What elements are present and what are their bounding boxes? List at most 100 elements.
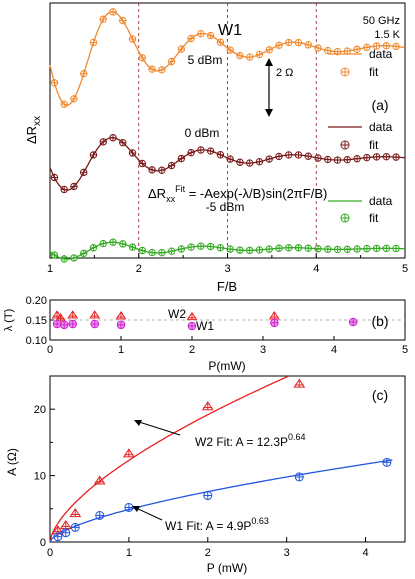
panel-c-xtick-label: 3 <box>284 547 290 559</box>
panel-b-point-w1 <box>90 319 100 329</box>
panel-a-data-point <box>245 246 254 255</box>
sample-label: W1 <box>218 22 242 39</box>
panel-b-xtick-label: 2 <box>189 344 195 356</box>
panel-a-xtick-label: 2 <box>136 263 142 275</box>
panel-c: 0 1 2 3 4 0 10 20 A (Ω) P (mW) (c) W2 Fit: A = … <box>5 375 406 575</box>
panel-c-point-w2 <box>93 475 106 485</box>
series-label-w1: W1 <box>196 319 214 333</box>
panel-c-point-w2 <box>59 519 72 530</box>
legend-fit-label: fit <box>369 211 379 225</box>
panel-a-xtick-label: 5 <box>402 263 408 275</box>
panel-a-data-point <box>119 16 127 25</box>
panel-a-data-point <box>372 153 381 161</box>
panel-a-data-point <box>216 38 225 46</box>
panel-a-data-point <box>167 161 176 170</box>
panel-a-legend: data fit data fit data fit <box>328 47 393 225</box>
panel-a-data-point <box>187 243 195 251</box>
panel-b: 0 1 2 3 4 5 0.10 0.15 0.20 λ (T) P(mW) (b) W2 W1 <box>3 295 408 373</box>
panel-a-data-point <box>372 244 381 253</box>
panel-a-data-point <box>148 65 156 73</box>
panel-a-data-point <box>89 38 98 47</box>
panel-a-data-point <box>265 46 273 54</box>
panel-b-xtick-label: 5 <box>402 344 408 356</box>
panel-c-ytick-label: 0 <box>40 537 46 549</box>
fit-label-w1-exponent: 0.63 <box>251 516 269 526</box>
panel-c-xtick-label: 0 <box>47 547 53 559</box>
panel-b-point-w1 <box>187 321 197 331</box>
panel-a-data-point <box>177 245 186 253</box>
panel-a-data-point <box>353 155 361 163</box>
panel-a-data-point <box>177 154 186 163</box>
panel-a-data-point <box>119 240 127 248</box>
panel-a-data-point <box>304 41 312 49</box>
power-label-5dbm: 5 dBm <box>188 53 223 67</box>
panel-a-data-point <box>392 153 400 161</box>
panel-b-point-w1 <box>68 319 78 329</box>
panel-a-data-point <box>294 151 303 159</box>
panel-a-data-point <box>314 154 322 162</box>
panel-a-data-point <box>245 53 254 61</box>
panel-a-data-point <box>148 248 156 257</box>
panel-a-data-point <box>50 251 59 259</box>
panel-b-point-w1 <box>52 319 62 329</box>
panel-a-data-point <box>236 158 244 166</box>
panel-a-data-point <box>392 244 400 253</box>
legend-data-label: data <box>369 120 393 134</box>
panel-c-xtick-label: 1 <box>126 547 132 559</box>
scale-bar-label: 2 Ω <box>276 67 293 79</box>
panel-a-data-point <box>167 57 176 66</box>
panel-a-data-point <box>109 134 117 142</box>
panel-a-data-point <box>197 242 205 250</box>
panel-a-data-point <box>187 34 195 43</box>
panel-b-point-w1 <box>348 317 358 327</box>
panel-a-data-point <box>294 244 303 252</box>
panel-a-data-point <box>70 254 78 262</box>
panel-a-data-point <box>197 146 205 154</box>
panel-a-data-point <box>324 245 332 253</box>
panel-a-data-point <box>128 243 137 251</box>
panel-c-ytick-label: 20 <box>34 404 46 416</box>
panel-a-data-point <box>285 151 293 159</box>
panel-a-data-point <box>382 153 391 161</box>
panel-a-data-point <box>245 159 254 167</box>
panel-a-data-point <box>177 45 186 53</box>
panel-a-data-point <box>89 151 98 159</box>
panel-a-xtick-label: 4 <box>313 263 319 275</box>
panel-a-data-point <box>99 239 107 248</box>
legend-fit-label: fit <box>369 138 379 152</box>
power-label-m5dbm: -5 dBm <box>206 200 245 214</box>
fit-label-w2-text: W2 Fit: A = 12.3P <box>195 435 288 449</box>
panel-b-ytick-label: 0.10 <box>26 335 47 347</box>
panel-a-data-point <box>324 46 332 55</box>
panel-c-xtick-label: 4 <box>362 547 368 559</box>
temperature-label: 1.5 K <box>374 29 400 41</box>
panel-a-data-point <box>363 153 371 162</box>
panel-a-data-point <box>158 166 166 174</box>
panel-a-data-point <box>89 244 98 252</box>
panel-a-data-point <box>80 168 88 177</box>
panel-a-data-point <box>60 185 68 194</box>
panel-c-point-w1 <box>382 457 392 467</box>
panel-a-data-point <box>226 155 234 163</box>
legend-fit-marker <box>340 213 350 223</box>
panel-a-data-point <box>197 29 205 38</box>
panel-a-data-point <box>275 41 283 49</box>
panel-c-label: (c) <box>372 387 388 403</box>
panel-b-xlabel: P(mW) <box>208 359 245 373</box>
panel-a-data-point <box>382 42 391 50</box>
panel-c-point-w1 <box>53 532 63 542</box>
panel-b-point-w2 <box>67 310 79 319</box>
panel-a-data-point <box>226 245 234 253</box>
panel-a-data-point <box>167 247 176 255</box>
panel-a-data-point <box>333 156 342 164</box>
panel-a-data-point <box>343 47 352 55</box>
panel-a-data-point <box>333 245 342 254</box>
panel-a-data-point <box>128 35 137 43</box>
panel-b-point-w2 <box>186 311 198 321</box>
panel-a-data-point <box>353 245 361 253</box>
panel-c-ytick-label: 10 <box>34 471 46 483</box>
panel-a-data-point <box>304 152 312 160</box>
panel-a-data-point <box>50 79 59 87</box>
power-label-0dbm: 0 dBm <box>185 126 220 140</box>
